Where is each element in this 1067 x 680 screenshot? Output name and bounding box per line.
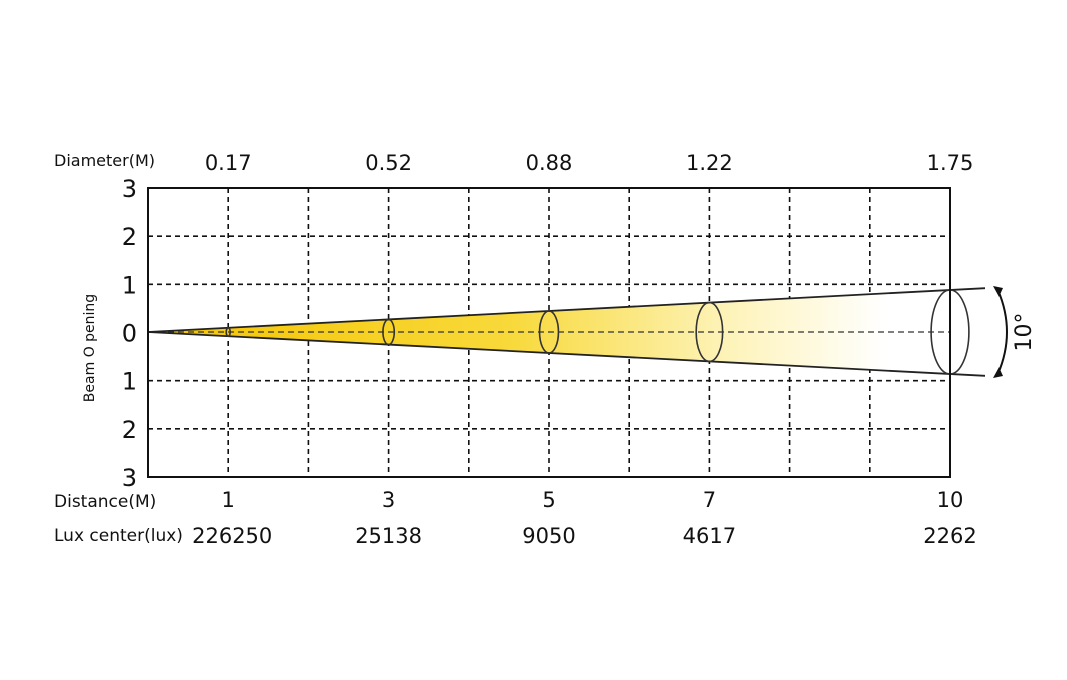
- y-tick-label: 1: [122, 271, 137, 299]
- distance-value: 3: [382, 488, 395, 512]
- lux-value: 9050: [522, 524, 575, 548]
- beam-edges: [147, 287, 986, 377]
- distance-value: 10: [937, 488, 964, 512]
- beam-cone: [148, 288, 985, 376]
- diameter-value: 1.75: [927, 151, 974, 175]
- y-ticks: 3 2 1 0 1 2 3: [122, 175, 137, 492]
- lux-value: 4617: [683, 524, 736, 548]
- beam-cross-section-ellipse: [225, 326, 231, 337]
- y-tick-label: 1: [122, 368, 137, 396]
- beam-cross-section-ellipse: [538, 310, 560, 354]
- beam-angle-arrow: [993, 286, 1008, 378]
- lux-row-label: Lux center(lux): [54, 526, 183, 546]
- beam-cross-section-ellipse: [695, 301, 724, 363]
- data-columns: 0.17 1 226250 0.52 3 25138 0.88 5 9050 1.22 7 4617 1…: [192, 151, 977, 548]
- plot-frame: [147, 187, 951, 478]
- beam-angle-label: 10°: [1012, 313, 1037, 352]
- y-tick-label: 3: [122, 464, 137, 492]
- distance-value: 7: [703, 488, 716, 512]
- distance-value: 1: [222, 488, 235, 512]
- y-tick-label: 2: [122, 223, 137, 251]
- diameter-value: 0.17: [205, 151, 252, 175]
- distance-value: 5: [542, 488, 555, 512]
- distance-row-label: Distance(M): [54, 492, 156, 512]
- lux-value: 226250: [192, 524, 272, 548]
- y-tick-label: 2: [122, 416, 137, 444]
- diameter-row-label: Diameter(M): [54, 151, 155, 170]
- lux-value: 2262: [923, 524, 976, 548]
- y-tick-label: 3: [122, 175, 137, 203]
- diameter-value: 1.22: [686, 151, 733, 175]
- beam-cross-section-ellipse: [382, 318, 396, 346]
- y-axis-label: Beam O pening: [82, 294, 98, 402]
- y-tick-label: 0: [122, 320, 137, 348]
- diameter-value: 0.88: [526, 151, 573, 175]
- beam-edge-line: [147, 331, 986, 377]
- beam-edge-line: [147, 287, 986, 333]
- lux-value: 25138: [355, 524, 422, 548]
- diameter-value: 0.52: [365, 151, 412, 175]
